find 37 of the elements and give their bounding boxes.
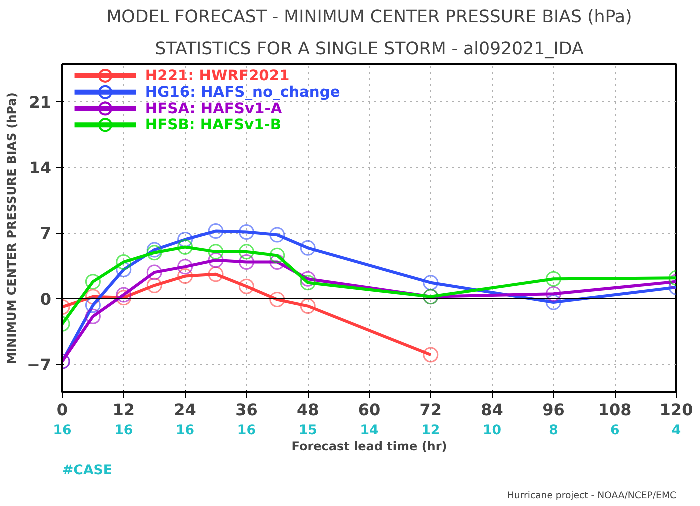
text: 16	[237, 424, 256, 438]
y-tick-label: 0	[40, 290, 52, 309]
chart-subtitle: STATISTICS FOR A SINGLE STORM - al092021_IDA	[155, 40, 584, 60]
text: 16	[176, 424, 195, 438]
x-tick-label: 36	[236, 400, 258, 420]
x-tick-label: 12	[112, 400, 136, 420]
text: #CASE	[62, 464, 112, 478]
text: 8	[549, 424, 558, 438]
text: 6	[610, 424, 620, 438]
text: 10	[483, 424, 502, 438]
y-tick-label: −7	[26, 355, 52, 374]
text: 14	[360, 424, 379, 438]
x-tick-label: 60	[358, 400, 381, 420]
x-tick-label: 0	[56, 400, 68, 420]
y-tick-label: 7	[40, 224, 52, 244]
legend-label: HG16: HAFS_no_change	[145, 84, 340, 101]
text: 12	[422, 424, 440, 438]
x-tick-label: 72	[420, 400, 442, 420]
y-axis-title: MINIMUM CENTER PRESSURE BIAS (hPa)	[4, 92, 19, 364]
legend-label: HFSA: HAFSv1-A	[145, 100, 283, 118]
x-tick-label: 108	[598, 400, 632, 420]
x-tick-label: 48	[296, 400, 320, 420]
x-tick-label: 96	[542, 400, 565, 420]
legend-label: H221: HWRF2021	[145, 67, 290, 84]
text: 4	[672, 424, 682, 438]
text: 16	[53, 424, 72, 438]
x-axis-title: Forecast lead time (hr)	[292, 440, 448, 454]
y-tick-label: 21	[29, 92, 52, 112]
y-tick-label: 14	[29, 158, 52, 178]
text: 16	[114, 424, 134, 438]
legend-label: HFSB: HAFSv1-B	[145, 116, 282, 134]
chart-title: MODEL FORECAST - MINIMUM CENTER PRESSURE BIAS (hPa)	[106, 8, 632, 28]
text: 15	[298, 424, 318, 438]
text: Hurricane project - NOAA/NCEP/EMC	[507, 490, 677, 502]
x-tick-label: 24	[174, 400, 196, 420]
x-tick-label: 120	[660, 400, 694, 420]
x-tick-label: 84	[481, 400, 504, 420]
